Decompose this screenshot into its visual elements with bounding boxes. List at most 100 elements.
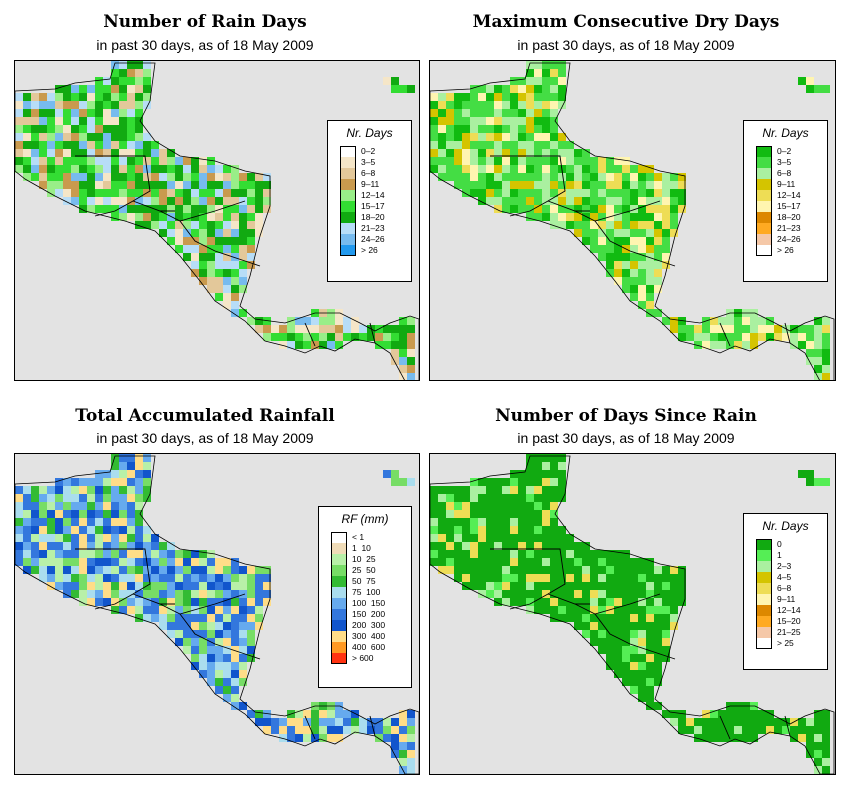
legend-item: 2–3 [744,561,827,572]
panel-title: Maximum Consecutive Dry Days [472,12,780,32]
legend-swatch [756,572,772,583]
country-border [179,613,246,655]
legend-label: 300 400 [352,631,386,641]
country-border [719,322,731,347]
legend-label: 3–5 [361,157,376,167]
legend-item: > 25 [744,638,827,649]
legend-item: 9–11 [744,179,827,190]
legend-item: 12–14 [328,190,411,201]
legend-label: 10 25 [352,554,376,564]
legend-title: RF (mm) [341,512,389,526]
legend-title: Nr. Days [762,126,809,140]
legend-item: 21–23 [328,223,411,234]
legend-label: 6–8 [777,583,792,593]
legend-label: 150 200 [352,609,386,619]
legend-label: > 26 [361,245,378,255]
legend-swatch [756,223,772,234]
land-cells [430,454,830,774]
legend-max-dry-days: Nr. Days 0–2 3–5 6–8 9–11 12–14 15–17 18–20 21–… [743,120,828,282]
panel-subtitle: in past 30 days, as of 18 May 2009 [96,430,314,446]
legend-item: 15–17 [744,201,827,212]
country-border [594,220,661,262]
legend-swatch [331,576,347,587]
legend-swatch [340,190,356,201]
country-border [179,220,246,262]
legend-label: < 1 [352,532,365,542]
legend-label: 25 50 [352,565,376,575]
legend-swatch [331,554,347,565]
country-border [159,200,246,222]
legend-swatch [331,565,347,576]
legend-swatch [340,212,356,223]
legend-label: > 26 [777,245,794,255]
legend-item: 15–17 [328,201,411,212]
legend-item: 1 10 [319,543,411,554]
legend-rain-days: Nr. Days 0–2 3–5 6–8 9–11 12–14 15–17 18–20 21–… [327,120,412,282]
coastline [430,455,835,774]
legend-label: 24–26 [777,234,801,244]
legend-item: 6–8 [744,168,827,179]
legend-item: 100 150 [319,598,411,609]
map-canvas [430,454,835,774]
legend-swatch [331,620,347,631]
legend-item: 0–2 [328,146,411,157]
legend-swatch [756,594,772,605]
legend-label: 75 100 [352,587,381,597]
legend-item: 50 75 [319,576,411,587]
legend-swatch [756,190,772,201]
legend-label: 21–23 [361,223,385,233]
country-border [574,593,661,615]
legend-item: < 1 [319,532,411,543]
legend-swatch [756,201,772,212]
map-canvas [430,61,835,380]
legend-swatch [756,616,772,627]
legend-item: 12–14 [744,605,827,616]
country-border [490,548,566,610]
legend-swatch [340,223,356,234]
country-border [244,260,261,267]
legend-label: 9–11 [777,179,796,189]
country-border [719,715,731,740]
legend-swatch [756,146,772,157]
legend-swatch [331,653,347,664]
panel-subtitle: in past 30 days, as of 18 May 2009 [517,430,735,446]
legend-label: 18–20 [361,212,385,222]
legend-item: 4–5 [744,572,827,583]
legend-label: 50 75 [352,576,376,586]
legend-item: 21–25 [744,627,827,638]
legend-item: 18–20 [328,212,411,223]
legend-swatch [756,179,772,190]
legend-label: 0–2 [361,146,376,156]
coastline [15,455,419,774]
legend-label: 15–17 [777,201,801,211]
country-border [75,548,151,610]
legend-label: 3–5 [777,157,792,167]
legend-item: 9–11 [744,594,827,605]
coastline [15,62,419,380]
legend-label: 12–14 [777,190,801,200]
legend-item: 6–8 [328,168,411,179]
map-rain-days [14,60,420,381]
legend-swatch [340,234,356,245]
country-border [490,155,566,217]
legend-label: 9–11 [361,179,380,189]
legend-swatch [331,598,347,609]
legend-item: 3–5 [744,157,827,168]
legend-label: 6–8 [777,168,792,178]
legend-swatch [340,179,356,190]
legend-label: 1 [777,550,782,560]
legend-swatch [756,583,772,594]
panel-title: Number of Days Since Rain [495,406,757,426]
legend-swatch [756,245,772,256]
map-canvas [15,61,419,380]
legend-swatch [756,605,772,616]
legend-swatch [756,157,772,168]
legend-item: > 26 [328,245,411,256]
legend-label: 24–26 [361,234,385,244]
legend-item: 9–11 [328,179,411,190]
legend-item: 24–26 [328,234,411,245]
legend-item: > 600 [319,653,411,664]
legend-label: 9–11 [777,594,796,604]
legend-item: 0 [744,539,827,550]
legend-label: 15–17 [361,201,385,211]
